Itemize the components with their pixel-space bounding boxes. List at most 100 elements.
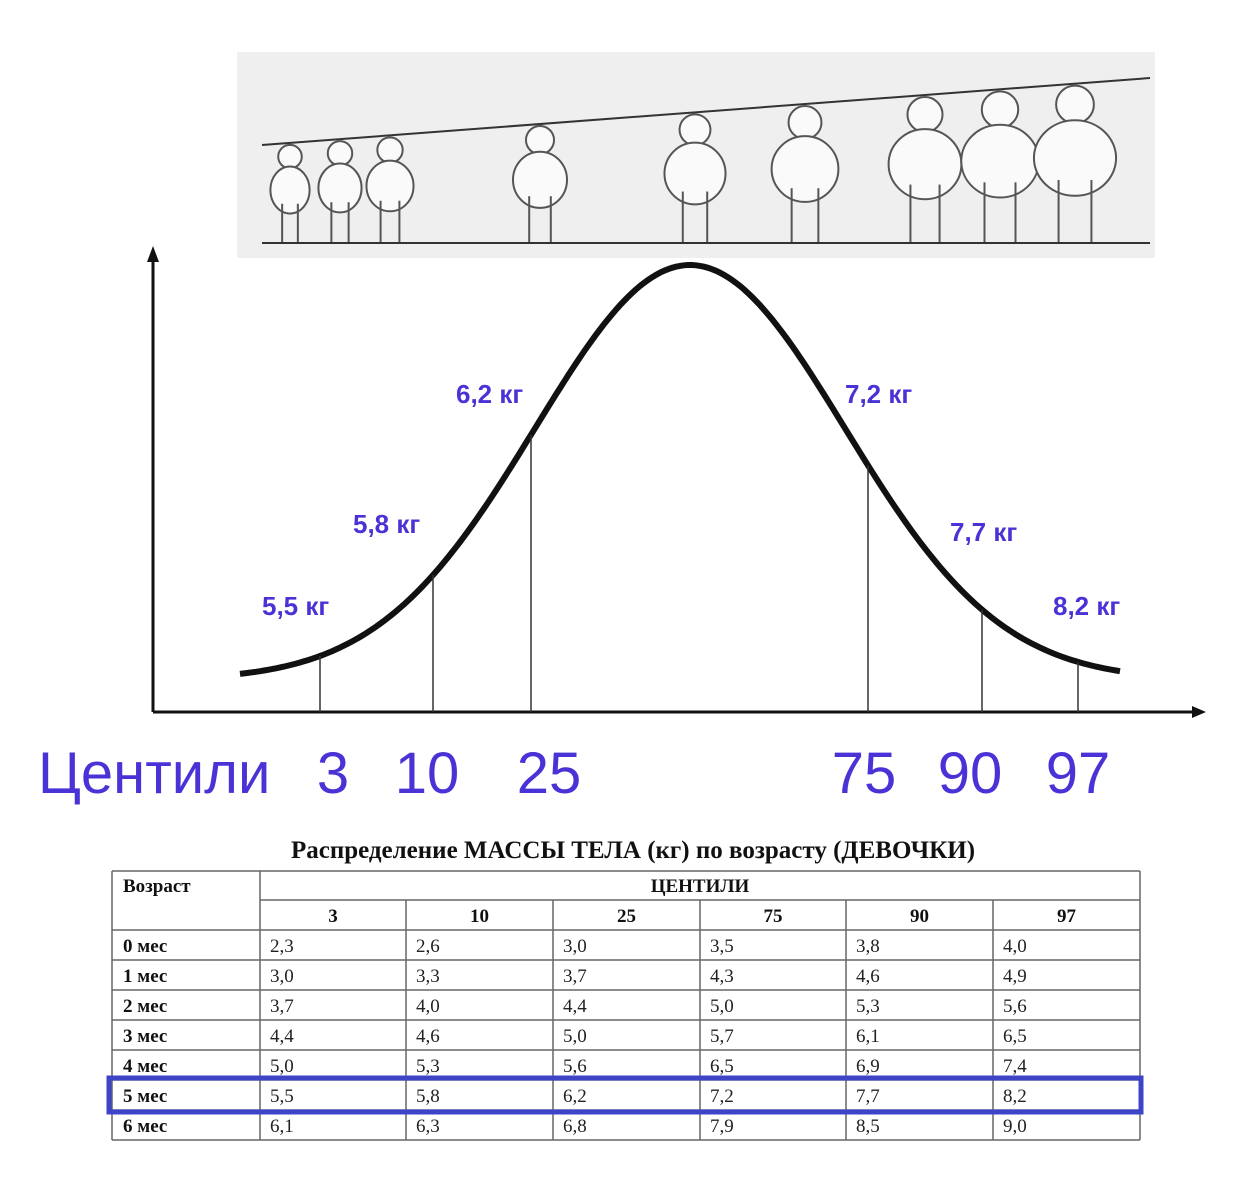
value-cell: 4,4 [270,1026,294,1047]
column-header: 75 [764,906,783,927]
value-cell: 3,8 [856,936,880,957]
value-cell: 6,9 [856,1056,880,1077]
child-head [326,140,354,167]
value-cell: 8,2 [1003,1086,1027,1107]
value-cell: 4,0 [1003,936,1027,957]
value-cell: 6,3 [416,1116,440,1137]
age-cell: 5 мес [123,1086,167,1107]
weight-label: 7,7 кг [950,517,1017,547]
centile-lines [319,434,1079,712]
value-cell: 4,4 [563,996,587,1017]
value-cell: 5,0 [563,1026,587,1047]
weight-label: 7,2 кг [845,379,912,409]
value-cell: 3,3 [416,966,440,987]
child-body [1032,119,1118,197]
highlight-row [106,1075,1144,1115]
value-cell: 6,1 [856,1026,880,1047]
age-cell: 6 мес [123,1116,167,1137]
child-head [678,113,712,147]
child [512,125,568,242]
child-body [317,162,363,214]
bell-curve [239,262,1121,677]
value-cell: 4,6 [856,966,880,987]
y-arrow [147,246,159,262]
centile-label: 25 [517,741,582,806]
child [1032,84,1118,242]
x-arrow [1192,706,1206,718]
value-cell: 5,3 [856,996,880,1017]
child-body [512,150,568,209]
value-cell: 3,0 [270,966,294,987]
child [365,136,415,242]
child-head [277,143,303,170]
child [269,143,311,242]
table: Возраст ЦЕНТИЛИ 3 10 25 75 90 97 0 мес 2,3 2,6 3,0 3… [111,870,1141,1141]
child [770,105,840,242]
value-cell: 4,3 [710,966,734,987]
value-cell: 5,6 [563,1056,587,1077]
centile-label: 97 [1046,741,1111,806]
weight-label: 5,5 кг [262,591,329,621]
child [887,95,963,242]
value-cell: 6,2 [563,1086,587,1107]
centile-label: 90 [938,741,1003,806]
axis-label: Центили [38,741,270,806]
age-cell: 3 мес [123,1026,167,1047]
value-cell: 4,0 [416,996,440,1017]
age-cell: 1 мес [123,966,167,987]
column-header: 97 [1057,906,1077,927]
child-head [524,125,556,156]
value-cell: 6,1 [270,1116,294,1137]
value-cell: 7,2 [710,1086,734,1107]
child-head [980,90,1020,129]
child [317,140,363,242]
value-cell: 6,5 [710,1056,734,1077]
value-cell: 7,4 [1003,1056,1027,1077]
value-cell: 9,0 [1003,1116,1027,1137]
age-header: Возраст [123,876,191,897]
child-body [887,128,963,201]
age-cell: 4 мес [123,1056,167,1077]
value-cell: 3,7 [270,996,294,1017]
value-cell: 3,7 [563,966,587,987]
child-head [906,95,944,134]
child-head [787,105,823,140]
centile-label: 3 [317,741,349,806]
column-header: 90 [910,906,929,927]
child-body [663,141,727,206]
centile-label: 75 [832,741,897,806]
value-cell: 6,8 [563,1116,587,1137]
growth-line [261,77,1151,146]
group-header: ЦЕНТИЛИ [651,876,750,897]
weight-label: 8,2 кг [1053,591,1120,621]
value-cell: 3,5 [710,936,734,957]
age-cell: 0 мес [123,936,167,957]
value-cell: 4,6 [416,1026,440,1047]
child-body [770,135,840,203]
weight-label: 6,2 кг [456,379,523,409]
child-body [365,159,415,213]
child-body [960,123,1040,199]
value-cell: 3,0 [563,936,587,957]
value-cell: 5,0 [710,996,734,1017]
value-cell: 5,0 [270,1056,294,1077]
weight-label: 5,8 кг [353,509,420,539]
child-head [376,136,404,164]
child-head [1055,84,1095,125]
value-cell: 5,5 [270,1086,294,1107]
value-cell: 7,9 [710,1116,734,1137]
value-cell: 4,9 [1003,966,1027,987]
value-cell: 7,7 [856,1086,880,1107]
child-body [269,165,311,215]
value-cell: 8,5 [856,1116,880,1137]
value-cell: 5,3 [416,1056,440,1077]
column-header: 10 [470,906,489,927]
value-cell: 2,3 [270,936,294,957]
value-cell: 6,5 [1003,1026,1027,1047]
value-cell: 5,6 [1003,996,1027,1017]
value-cell: 5,8 [416,1086,440,1107]
value-cell: 5,7 [710,1026,734,1047]
column-header: 25 [617,906,636,927]
centile-label: 10 [395,741,460,806]
